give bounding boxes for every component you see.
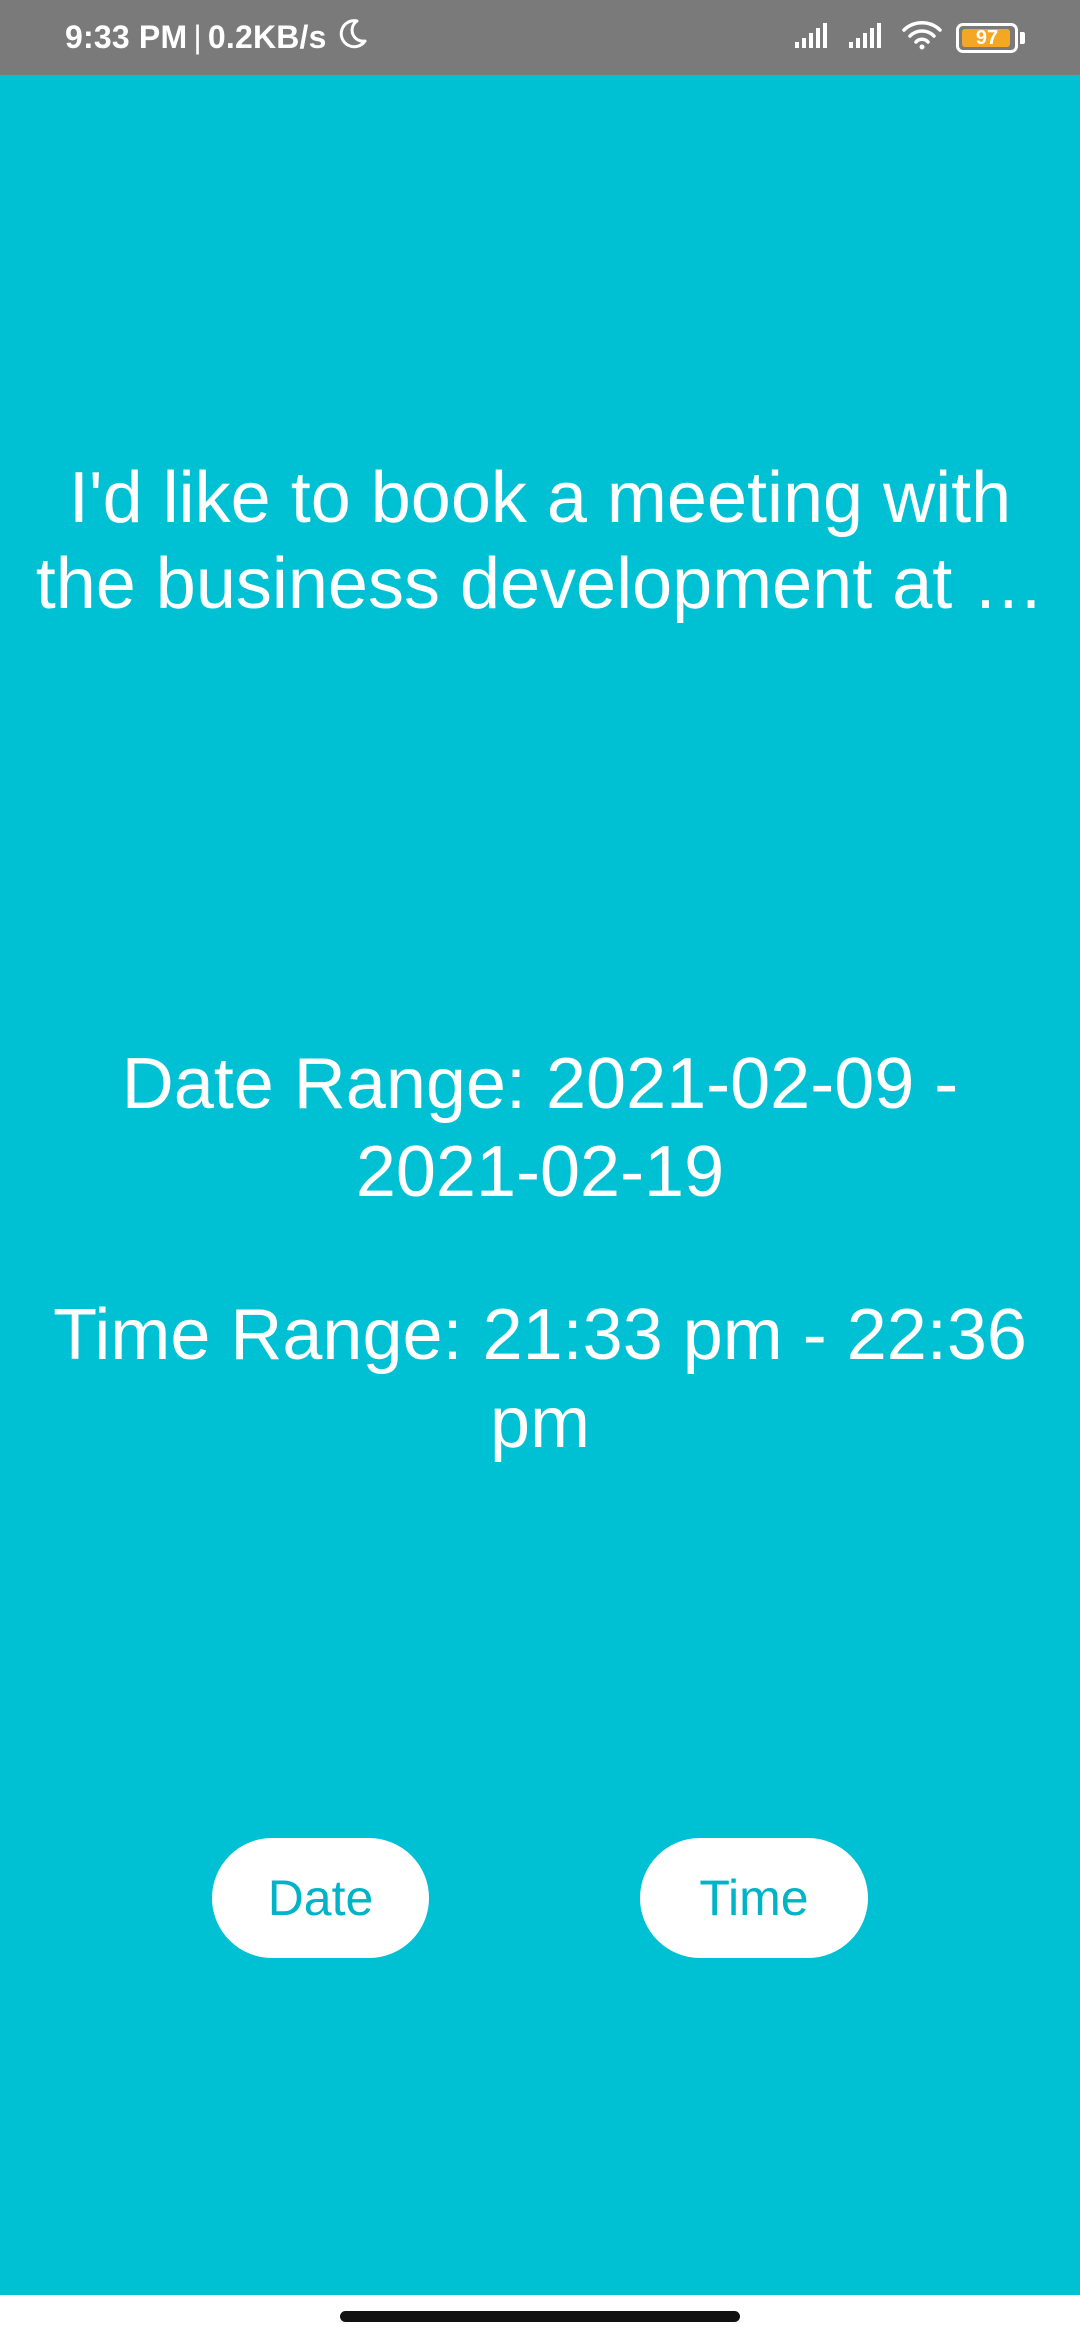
status-right: 97 — [794, 0, 1025, 75]
battery-fill — [962, 28, 1011, 47]
signal-icon — [794, 20, 834, 55]
moon-icon — [335, 17, 369, 59]
home-indicator[interactable] — [340, 2311, 740, 2322]
status-bar: 9:33 PM | 0.2KB/s — [0, 0, 1080, 75]
status-time: 9:33 PM — [65, 19, 188, 55]
status-separator: | — [193, 19, 202, 55]
wifi-icon — [902, 20, 942, 55]
meeting-request-message: I'd like to book a meeting with the busi… — [35, 458, 1045, 624]
battery-level: 97 — [975, 26, 999, 49]
signal-icon — [848, 20, 888, 55]
battery-icon: 97 — [956, 22, 1018, 53]
status-left: 9:33 PM | 0.2KB/s — [65, 0, 369, 75]
battery-tip — [1020, 31, 1025, 44]
network-speed: 0.2KB/s — [207, 19, 327, 55]
date-button[interactable]: Date — [212, 1838, 429, 1958]
date-range-text: Date Range: 2021-02-09 - 2021-02-19 — [121, 1044, 959, 1212]
time-button[interactable]: Time — [640, 1838, 868, 1958]
time-range-text: Time Range: 21:33 pm - 22:36 pm — [53, 1295, 1027, 1463]
